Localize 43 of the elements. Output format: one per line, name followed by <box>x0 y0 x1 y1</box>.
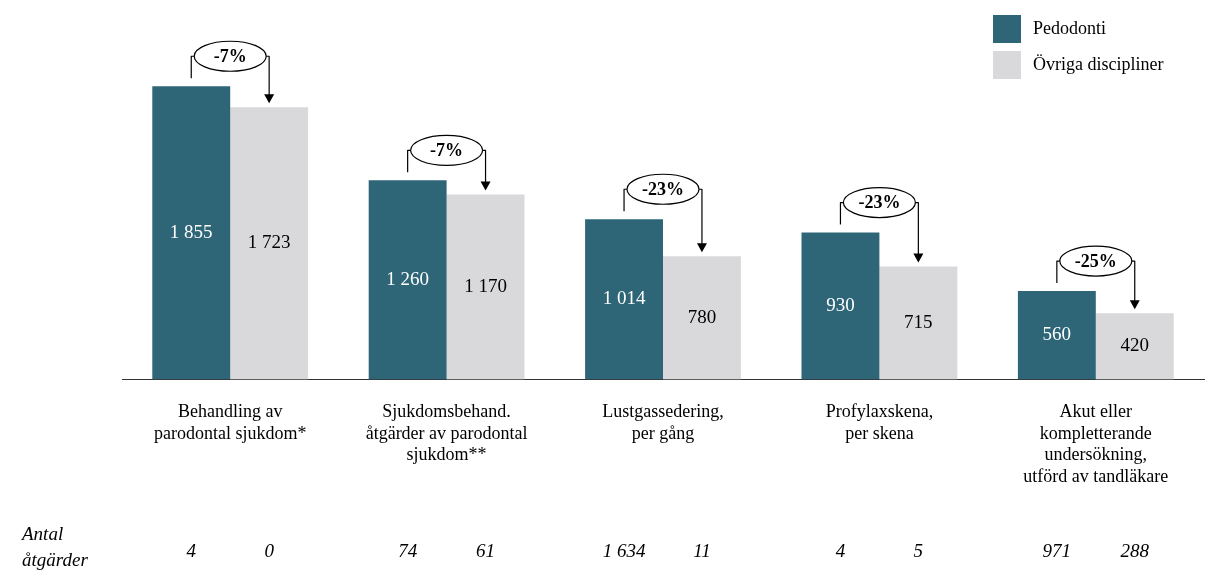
data-label: 1 855 <box>169 220 213 242</box>
text: Antal åtgärder <box>20 523 89 570</box>
x-tick-label: Sjukdomsbehand. åtgärder av parodontal sjukdom** <box>365 401 528 465</box>
text: 4 <box>186 540 197 561</box>
text: 0 <box>264 540 275 561</box>
legend-label: Pedodonti <box>1033 17 1107 38</box>
annotation: -7% <box>213 45 247 66</box>
bar <box>152 86 231 380</box>
annotation: -23% <box>642 178 684 199</box>
bar <box>1017 291 1096 380</box>
text: 11 <box>693 540 711 561</box>
data-label: 930 <box>826 294 855 316</box>
data-label: 780 <box>687 305 717 327</box>
text: 1 634 <box>602 540 646 561</box>
x-tick-label: Lustgassedering, per gång <box>602 401 724 443</box>
data-label: 1 014 <box>602 287 646 309</box>
data-label: 420 <box>1120 334 1149 356</box>
bar <box>1095 313 1174 380</box>
annotation: -23% <box>858 192 901 213</box>
x-tick-label: Profylaxskena, per skena <box>825 401 934 443</box>
bar <box>879 266 958 380</box>
data-label: 560 <box>1042 323 1072 345</box>
bar <box>230 107 309 380</box>
bar <box>663 256 741 380</box>
bar <box>446 194 525 380</box>
annotation: -7% <box>430 140 464 161</box>
text: 971 <box>1042 540 1072 561</box>
text: 74 <box>398 540 418 561</box>
text: 5 <box>913 540 924 561</box>
text: 4 <box>835 540 846 561</box>
legend-label: Övriga discipliner <box>1033 53 1164 74</box>
x-tick-label: Behandling av parodontal sjukdom* <box>153 401 307 443</box>
text: 61 <box>476 540 496 561</box>
data-label: 1 170 <box>464 275 507 297</box>
data-label: 1 260 <box>386 267 430 289</box>
bar <box>368 180 447 380</box>
annotation: -25% <box>1074 250 1117 271</box>
bar <box>801 232 880 380</box>
bar <box>585 219 663 380</box>
x-tick-label: Akut eller kompletterande undersökning, utförd av tandläkare <box>1023 401 1169 486</box>
data-label: 1 723 <box>247 231 291 253</box>
data-label: 715 <box>904 311 933 333</box>
text: 288 <box>1120 540 1150 561</box>
